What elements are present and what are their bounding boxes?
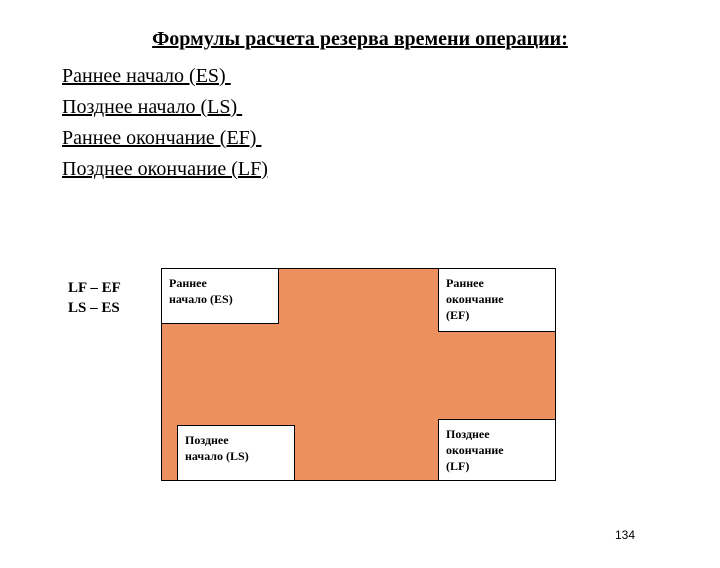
- cell-late-finish: Позднее окончание (LF): [438, 419, 556, 481]
- cell-label: начало (LS): [185, 448, 287, 464]
- formula-1: LF – EF: [68, 279, 121, 299]
- slide: Формулы расчета резерва времени операции…: [0, 28, 720, 568]
- cell-label: (EF): [446, 307, 548, 323]
- line-lf: Позднее окончание (LF): [62, 154, 720, 185]
- cell-label: Раннее: [169, 275, 271, 291]
- cell-label: окончание: [446, 442, 548, 458]
- cell-label: Раннее: [446, 275, 548, 291]
- page-title: Формулы расчета резерва времени операции…: [60, 28, 660, 51]
- line-ls: Позднее начало (LS): [62, 92, 720, 123]
- cell-late-start: Позднее начало (LS): [177, 425, 295, 481]
- cross-diagram: Раннее начало (ES) Раннее окончание (EF)…: [161, 268, 556, 481]
- line-ef: Раннее окончание (EF): [62, 123, 720, 154]
- definition-list: Раннее начало (ES) Позднее начало (LS) Р…: [62, 61, 720, 185]
- line-es: Раннее начало (ES): [62, 61, 720, 92]
- cell-label: Позднее: [446, 426, 548, 442]
- cell-label: Позднее: [185, 432, 287, 448]
- cell-early-start: Раннее начало (ES): [161, 268, 279, 324]
- cell-label: окончание: [446, 291, 548, 307]
- formula-block: LF – EF LS – ES: [68, 279, 121, 318]
- cell-label: начало (ES): [169, 291, 271, 307]
- cell-label: (LF): [446, 458, 548, 474]
- formula-2: LS – ES: [68, 299, 121, 319]
- cell-early-finish: Раннее окончание (EF): [438, 268, 556, 332]
